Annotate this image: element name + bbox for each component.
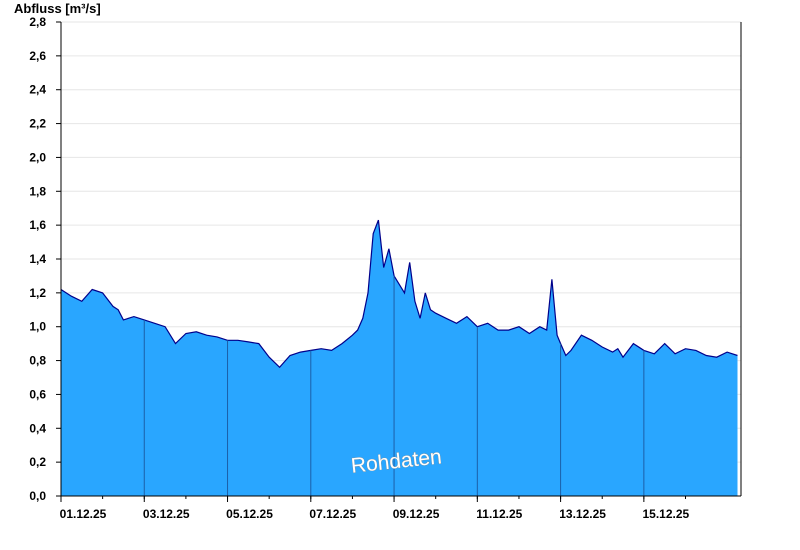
day-separators (143, 275, 645, 496)
x-ticks: 01.12.25 03.12.25 05.12.25 07.12.25 09.12.25… (60, 496, 690, 521)
x-tick-label: 11.12.25 (476, 507, 522, 521)
x-tick-label: 01.12.25 (60, 507, 107, 521)
y-tick-label: 0,2 (29, 455, 46, 469)
discharge-series (60, 219, 738, 496)
y-tick-label: 1,8 (29, 184, 46, 198)
x-tick-label: 03.12.25 (143, 507, 190, 521)
x-tick-label: 09.12.25 (393, 507, 440, 521)
y-tick-label: 2,4 (29, 83, 46, 97)
y-axis-label: Abfluss [m³/s] (14, 1, 101, 16)
y-tick-label: 2,0 (29, 150, 46, 164)
y-tick-label: 1,4 (29, 252, 46, 266)
x-tick-label: 15.12.25 (642, 507, 689, 521)
discharge-area (61, 220, 738, 496)
y-tick-label: 1,6 (29, 218, 46, 232)
y-tick-label: 1,2 (29, 286, 46, 300)
x-tick-label: 13.12.25 (559, 507, 606, 521)
discharge-line (60, 219, 738, 369)
y-tick-label: 2,8 (29, 15, 46, 29)
y-tick-label: 2,6 (29, 49, 46, 63)
y-tick-label: 0,0 (29, 489, 46, 503)
y-tick-label: 1,0 (29, 320, 46, 334)
y-tick-label: 2,2 (29, 117, 46, 131)
y-ticks: 0,0 0,2 0,4 0,6 0,8 1,0 1,2 1,4 1,6 1,8 2,0 2,2 2,4 2… (29, 15, 61, 503)
y-tick-label: 0,8 (29, 354, 46, 368)
y-tick-label: 0,6 (29, 387, 46, 401)
x-tick-label: 05.12.25 (226, 507, 273, 521)
x-tick-label: 07.12.25 (309, 507, 356, 521)
y-tick-label: 0,4 (29, 421, 46, 435)
